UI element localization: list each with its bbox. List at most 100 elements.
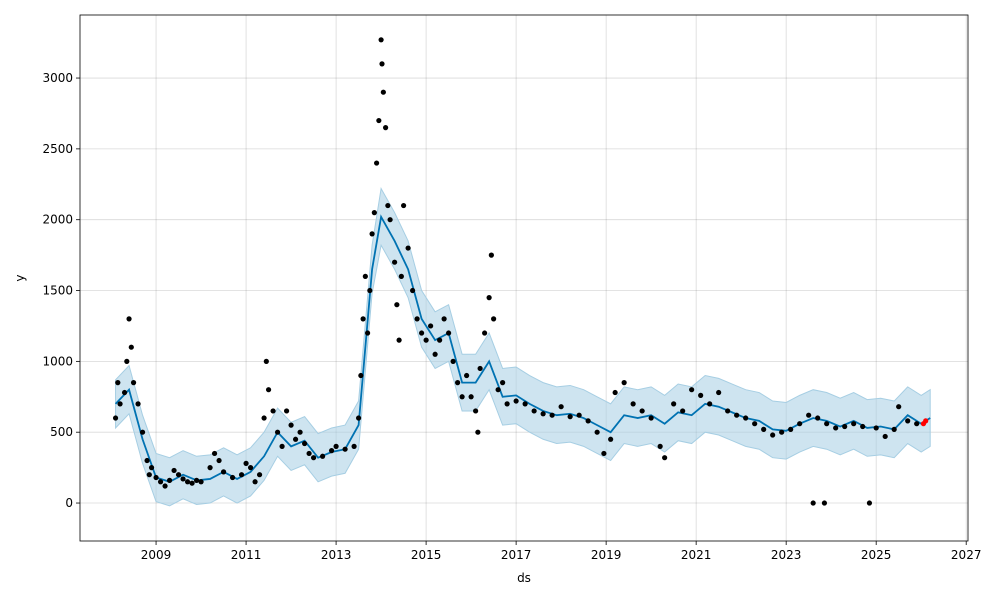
data-point — [441, 316, 447, 322]
x-tick-label: 2021 — [681, 548, 712, 562]
data-point — [274, 429, 281, 435]
data-point — [130, 380, 137, 386]
data-point — [355, 415, 362, 421]
data-point — [531, 408, 537, 414]
data-point — [486, 295, 492, 301]
x-tick-label: 2027 — [951, 548, 982, 562]
data-point — [689, 387, 695, 393]
data-point — [450, 358, 456, 364]
x-tick-label: 2025 — [861, 548, 892, 562]
data-point — [423, 337, 429, 343]
data-point — [621, 380, 627, 386]
y-tick-label: 2000 — [42, 213, 73, 227]
data-point — [860, 423, 866, 430]
data-point — [810, 500, 816, 506]
frame — [79, 14, 969, 542]
data-point — [437, 337, 443, 343]
data-point — [608, 436, 614, 442]
data-point — [392, 259, 398, 265]
data-point — [288, 422, 294, 428]
data-point — [601, 450, 607, 457]
data-point — [146, 472, 152, 478]
data-point — [464, 372, 470, 379]
data-point — [671, 401, 677, 407]
data-point — [401, 202, 407, 209]
data-point — [189, 480, 195, 486]
data-point — [698, 392, 704, 398]
data-point — [297, 429, 303, 435]
data-point — [475, 429, 481, 435]
x-tick-label: 2023 — [771, 548, 802, 562]
y-tick-label: 1000 — [42, 354, 73, 368]
data-point — [270, 408, 276, 414]
data-point — [358, 372, 364, 379]
data-point — [500, 380, 506, 386]
data-point — [243, 460, 249, 466]
data-point — [292, 436, 299, 442]
data-point — [207, 465, 213, 471]
data-point — [135, 401, 141, 407]
data-point — [265, 387, 272, 393]
data-point — [477, 365, 483, 372]
data-point — [387, 217, 393, 223]
data-point — [788, 426, 794, 432]
data-point — [821, 500, 828, 506]
y-tick-label: 2500 — [42, 142, 73, 156]
data-point — [716, 389, 722, 396]
data-point — [198, 479, 204, 485]
data-point — [383, 125, 389, 131]
data-point — [175, 472, 182, 478]
data-point — [193, 477, 200, 483]
data-point — [369, 231, 375, 237]
data-point — [657, 443, 663, 449]
data-point — [455, 380, 461, 386]
data-point — [279, 443, 285, 449]
data-point — [797, 421, 803, 427]
data-point — [432, 351, 438, 357]
data-point — [328, 448, 335, 454]
data-point — [157, 479, 164, 485]
data-point — [374, 160, 380, 166]
data-point — [117, 401, 123, 407]
data-point — [153, 474, 159, 481]
data-point — [914, 421, 920, 427]
data-point — [824, 421, 830, 427]
data-point — [558, 404, 564, 410]
data-point — [180, 476, 186, 482]
x-tick-label: 2009 — [141, 548, 172, 562]
data-point — [734, 412, 740, 418]
data-point — [121, 389, 128, 396]
y-tick-label: 500 — [50, 425, 73, 439]
data-point — [779, 429, 785, 435]
data-point — [662, 455, 668, 461]
y-tick-label: 1500 — [42, 284, 73, 298]
data-point — [263, 358, 269, 364]
data-point — [488, 252, 494, 258]
data-point — [905, 418, 911, 424]
data-point — [815, 415, 821, 421]
data-point — [342, 446, 348, 452]
data-point — [376, 117, 382, 124]
data-point — [851, 421, 857, 427]
data-point — [594, 429, 600, 435]
data-point — [522, 401, 528, 407]
data-point — [761, 426, 767, 432]
data-point — [414, 316, 420, 322]
data-point — [220, 469, 227, 475]
x-tick-label: 2011 — [231, 548, 262, 562]
data-point — [585, 418, 591, 424]
data-point — [398, 273, 404, 279]
data-point — [923, 418, 929, 424]
data-point — [725, 408, 731, 414]
x-tick-label: 2017 — [501, 548, 532, 562]
data-point — [211, 450, 218, 457]
data-point — [261, 415, 267, 421]
data-point — [428, 323, 434, 329]
data-point — [310, 455, 317, 461]
data-point — [891, 426, 897, 432]
data-point — [866, 500, 873, 506]
data-point — [256, 472, 263, 478]
data-point — [379, 61, 385, 67]
data-point — [491, 316, 497, 322]
